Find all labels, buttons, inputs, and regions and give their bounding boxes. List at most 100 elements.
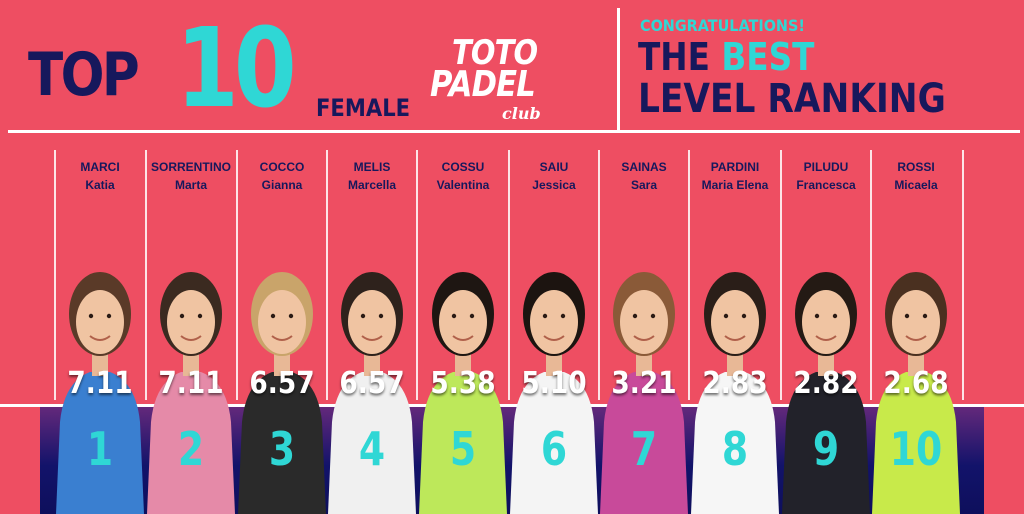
column-divider [688, 150, 690, 400]
player-card: ROSSI Micaela 2.68 10 [872, 150, 960, 514]
title-number: 10 [176, 4, 297, 132]
column-divider [508, 150, 510, 400]
player-surname: ROSSI [897, 160, 935, 174]
header-frame [8, 8, 1020, 133]
player-eye [270, 313, 276, 319]
player-body [782, 372, 870, 514]
player-body [691, 372, 779, 514]
player-photo [328, 272, 416, 514]
player-eye [832, 313, 838, 319]
player-neck [183, 350, 199, 376]
player-score: 5.38 [430, 366, 496, 401]
player-eye [88, 313, 94, 319]
player-card: PARDINI Maria Elena 2.83 8 [691, 150, 779, 514]
player-first-name: Valentina [436, 178, 490, 192]
player-score: 6.57 [339, 366, 405, 401]
best-heading: THE BEST [638, 36, 814, 78]
player-surname: MELIS [353, 160, 391, 174]
player-smile [271, 335, 293, 341]
player-smile [543, 335, 565, 341]
column-divider [780, 150, 782, 400]
column-divider [962, 150, 964, 400]
player-score: 6.57 [249, 366, 315, 401]
column-divider [598, 150, 600, 400]
player-eye [560, 313, 566, 319]
player-rank: 4 [358, 422, 386, 476]
player-first-name: Maria Elena [701, 178, 769, 192]
logo-text-club: club [502, 104, 541, 123]
player-rank: 8 [721, 422, 749, 476]
player-body [238, 372, 326, 514]
player-rank: 3 [268, 422, 296, 476]
player-rank: 6 [540, 422, 568, 476]
player-first-name: Francesca [796, 178, 856, 192]
player-score: 3.21 [611, 366, 677, 401]
player-smile [89, 335, 111, 341]
player-neck [92, 350, 108, 376]
player-body [510, 372, 598, 514]
player-face [620, 290, 668, 354]
player-photo [872, 272, 960, 514]
player-eye [179, 313, 185, 319]
player-neck [455, 350, 471, 376]
player-first-name: Gianna [261, 178, 303, 192]
player-neck [636, 350, 652, 376]
player-eye [360, 313, 366, 319]
player-photo [238, 272, 326, 514]
level-ranking-heading: LEVEL RANKING [638, 76, 946, 122]
player-rank: 1 [86, 422, 114, 476]
column-divider [236, 150, 238, 400]
player-face [802, 290, 850, 354]
best-heading-accent: BEST [721, 35, 815, 79]
player-first-name: Micaela [894, 178, 938, 192]
player-surname: PILUDU [803, 160, 849, 174]
player-body [419, 372, 507, 514]
player-smile [633, 335, 655, 341]
player-body [147, 372, 235, 514]
player-smile [905, 335, 927, 341]
toto-padel-logo: TOTO PADEL club [430, 34, 600, 128]
logo-text-padel: PADEL [430, 64, 536, 105]
player-eye [723, 313, 729, 319]
column-divider [870, 150, 872, 400]
congratulations-text: CONGRATULATIONS! [640, 16, 805, 35]
player-surname: COSSU [441, 160, 485, 174]
player-first-name: Jessica [532, 178, 576, 192]
player-card: SAIU Jessica 5.10 6 [510, 150, 598, 514]
player-neck [274, 350, 290, 376]
player-photo [419, 272, 507, 514]
player-score: 7.11 [158, 366, 224, 401]
player-eye [741, 313, 747, 319]
player-rank: 10 [889, 422, 943, 476]
player-eye [632, 313, 638, 319]
player-eye [922, 313, 928, 319]
title-top: TOP [28, 40, 140, 110]
player-card: PILUDU Francesca 2.82 9 [782, 150, 870, 514]
player-face [76, 290, 124, 354]
category-label: FEMALE [316, 94, 411, 122]
player-photo [691, 272, 779, 514]
player-surname: SAIU [539, 160, 569, 174]
player-eye [542, 313, 548, 319]
player-smile [815, 335, 837, 341]
player-neck [727, 350, 743, 376]
player-surname: COCCO [259, 160, 305, 174]
column-divider [145, 150, 147, 400]
player-first-name: Marta [174, 178, 207, 192]
player-eye [469, 313, 475, 319]
player-card: COSSU Valentina 5.38 5 [419, 150, 507, 514]
player-surname: MARCI [80, 160, 120, 174]
player-body [600, 372, 688, 514]
player-rank: 5 [449, 422, 477, 476]
player-body [872, 372, 960, 514]
column-divider [54, 150, 56, 400]
player-neck [364, 350, 380, 376]
player-score: 2.83 [702, 366, 768, 401]
column-divider [326, 150, 328, 400]
player-face [530, 290, 578, 354]
player-card: MELIS Marcella 6.57 4 [328, 150, 416, 514]
player-face [892, 290, 940, 354]
player-neck [546, 350, 562, 376]
player-surname: SAINAS [621, 160, 667, 174]
